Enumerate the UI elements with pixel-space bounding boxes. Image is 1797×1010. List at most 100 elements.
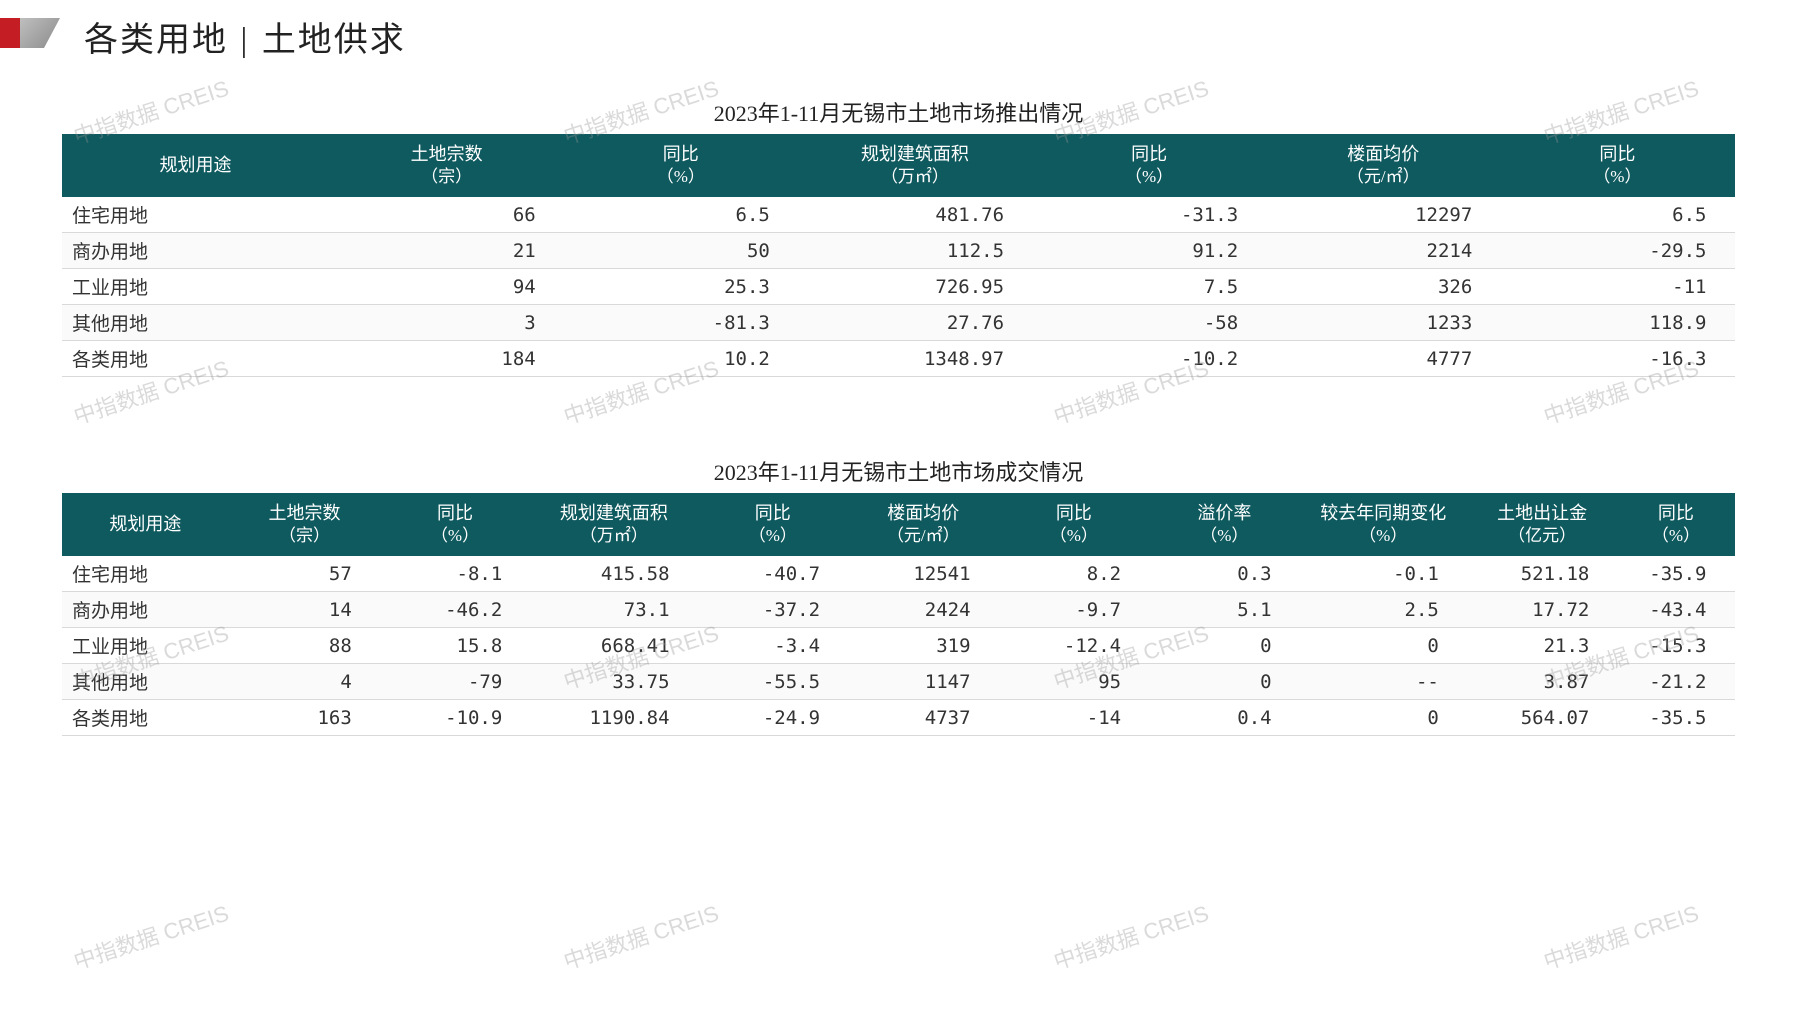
cell-value: -3.4 — [698, 628, 849, 664]
cell-value: 10.2 — [564, 341, 798, 377]
cell-value: 1233 — [1266, 305, 1500, 341]
cell-value: 3 — [330, 305, 564, 341]
cell-value: 6.5 — [564, 197, 798, 233]
page-title: 各类用地 | 土地供求 — [84, 12, 406, 61]
cell-value: -81.3 — [564, 305, 798, 341]
deal-caption: 2023年1-11月无锡市土地市场成交情况 — [62, 455, 1735, 487]
table-row: 商办用地2150112.591.22214-29.5 — [62, 233, 1735, 269]
cell-value: -10.9 — [380, 700, 531, 736]
cell-value: -35.9 — [1617, 556, 1734, 592]
row-label: 工业用地 — [62, 628, 229, 664]
cell-value: 21 — [330, 233, 564, 269]
cell-value: -9.7 — [999, 592, 1150, 628]
cell-value: -12.4 — [999, 628, 1150, 664]
cell-value: 0 — [1149, 628, 1300, 664]
supply-caption: 2023年1-11月无锡市土地市场推出情况 — [62, 96, 1735, 128]
cell-value: 4737 — [848, 700, 999, 736]
cell-value: 66 — [330, 197, 564, 233]
cell-value: 12541 — [848, 556, 999, 592]
table-row: 其他用地4-7933.75-55.51147950--3.87-21.2 — [62, 664, 1735, 700]
cell-value: 415.58 — [530, 556, 697, 592]
cell-value: -35.5 — [1617, 700, 1734, 736]
cell-value: 521.18 — [1467, 556, 1618, 592]
column-header: 规划建筑面积（万㎡） — [530, 493, 697, 556]
cell-value: -37.2 — [698, 592, 849, 628]
row-label: 商办用地 — [62, 592, 229, 628]
column-header: 规划用途 — [62, 134, 330, 197]
cell-value: 0.3 — [1149, 556, 1300, 592]
watermark: 中指数据 CREIS — [1539, 896, 1702, 976]
cell-value: 2.5 — [1300, 592, 1467, 628]
cell-value: 184 — [330, 341, 564, 377]
cell-value: 0 — [1149, 664, 1300, 700]
cell-value: 33.75 — [530, 664, 697, 700]
cell-value: -24.9 — [698, 700, 849, 736]
title-part-b: 土地供求 — [262, 22, 406, 59]
row-label: 其他用地 — [62, 305, 330, 341]
watermark: 中指数据 CREIS — [69, 896, 232, 976]
row-label: 住宅用地 — [62, 556, 229, 592]
column-header: 同比（%） — [1500, 134, 1734, 197]
cell-value: 1348.97 — [798, 341, 1032, 377]
row-label: 商办用地 — [62, 233, 330, 269]
column-header: 同比（%） — [1617, 493, 1734, 556]
title-part-a: 各类用地 — [84, 22, 228, 59]
cell-value: 0.4 — [1149, 700, 1300, 736]
cell-value: 6.5 — [1500, 197, 1734, 233]
table-row: 商办用地14-46.273.1-37.22424-9.75.12.517.72-… — [62, 592, 1735, 628]
column-header: 土地宗数（宗） — [229, 493, 380, 556]
cell-value: 21.3 — [1467, 628, 1618, 664]
table-row: 工业用地9425.3726.957.5326-11 — [62, 269, 1735, 305]
table-row: 各类用地163-10.91190.84-24.94737-140.40564.0… — [62, 700, 1735, 736]
cell-value: 564.07 — [1467, 700, 1618, 736]
cell-value: 4777 — [1266, 341, 1500, 377]
column-header: 同比（%） — [999, 493, 1150, 556]
row-label: 各类用地 — [62, 341, 330, 377]
column-header: 规划建筑面积（万㎡） — [798, 134, 1032, 197]
cell-value: 481.76 — [798, 197, 1032, 233]
cell-value: -40.7 — [698, 556, 849, 592]
cell-value: 118.9 — [1500, 305, 1734, 341]
cell-value: -- — [1300, 664, 1467, 700]
cell-value: 14 — [229, 592, 380, 628]
cell-value: 50 — [564, 233, 798, 269]
logo-gray-shape — [20, 18, 60, 48]
table-row: 住宅用地666.5481.76-31.3122976.5 — [62, 197, 1735, 233]
cell-value: -10.2 — [1032, 341, 1266, 377]
cell-value: 94 — [330, 269, 564, 305]
watermark: 中指数据 CREIS — [559, 896, 722, 976]
cell-value: 5.1 — [1149, 592, 1300, 628]
cell-value: -0.1 — [1300, 556, 1467, 592]
row-label: 工业用地 — [62, 269, 330, 305]
column-header: 溢价率（%） — [1149, 493, 1300, 556]
cell-value: 2424 — [848, 592, 999, 628]
cell-value: 8.2 — [999, 556, 1150, 592]
cell-value: 91.2 — [1032, 233, 1266, 269]
cell-value: -79 — [380, 664, 531, 700]
cell-value: 3.87 — [1467, 664, 1618, 700]
cell-value: 7.5 — [1032, 269, 1266, 305]
cell-value: 319 — [848, 628, 999, 664]
watermark: 中指数据 CREIS — [1049, 896, 1212, 976]
cell-value: 0 — [1300, 700, 1467, 736]
cell-value: 73.1 — [530, 592, 697, 628]
column-header: 同比（%） — [1032, 134, 1266, 197]
column-header: 土地出让金（亿元） — [1467, 493, 1618, 556]
column-header: 楼面均价（元/㎡） — [848, 493, 999, 556]
cell-value: 88 — [229, 628, 380, 664]
row-label: 住宅用地 — [62, 197, 330, 233]
cell-value: -8.1 — [380, 556, 531, 592]
cell-value: -29.5 — [1500, 233, 1734, 269]
supply-section: 2023年1-11月无锡市土地市场推出情况 规划用途土地宗数（宗）同比（%）规划… — [62, 96, 1735, 377]
table-row: 工业用地8815.8668.41-3.4319-12.40021.3-15.3 — [62, 628, 1735, 664]
table-header-row: 规划用途土地宗数（宗）同比（%）规划建筑面积（万㎡）同比（%）楼面均价（元/㎡）… — [62, 134, 1735, 197]
deal-table: 规划用途土地宗数（宗）同比（%）规划建筑面积（万㎡）同比（%）楼面均价（元/㎡）… — [62, 493, 1735, 736]
brand-logo — [0, 18, 68, 48]
cell-value: -46.2 — [380, 592, 531, 628]
cell-value: -16.3 — [1500, 341, 1734, 377]
column-header: 较去年同期变化（%） — [1300, 493, 1467, 556]
column-header: 同比（%） — [380, 493, 531, 556]
column-header: 土地宗数（宗） — [330, 134, 564, 197]
cell-value: 726.95 — [798, 269, 1032, 305]
cell-value: 27.76 — [798, 305, 1032, 341]
